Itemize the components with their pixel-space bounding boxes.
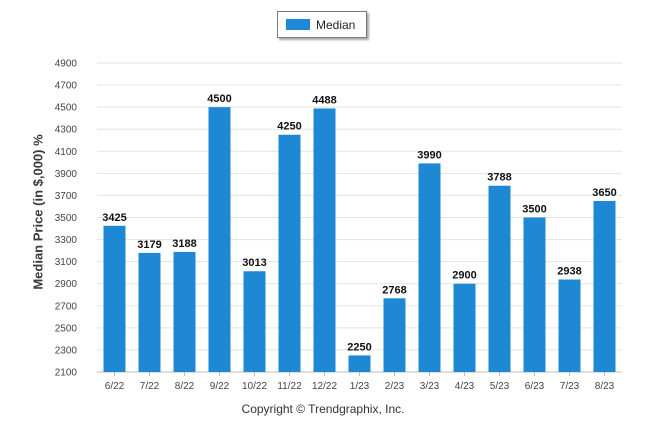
y-tick-label: 4500	[55, 103, 78, 114]
x-tick-label: 5/23	[490, 381, 510, 392]
bar	[278, 134, 301, 372]
y-tick-label: 4700	[55, 81, 78, 92]
bar	[558, 279, 581, 372]
bar	[593, 200, 616, 372]
data-label: 2768	[382, 284, 406, 296]
x-tick-label: 1/23	[350, 381, 370, 392]
y-tick-label: 3300	[55, 235, 78, 246]
x-tick-label: 6/22	[105, 381, 125, 392]
bar	[348, 355, 371, 372]
bar	[488, 185, 511, 372]
bar	[103, 225, 126, 372]
x-tick-label: 8/22	[175, 381, 195, 392]
x-tick-label: 2/23	[385, 381, 405, 392]
data-label: 3500	[522, 204, 546, 216]
x-tick-label: 10/22	[242, 381, 267, 392]
data-label: 3650	[592, 187, 616, 199]
data-label: 3788	[487, 172, 511, 184]
y-tick-label: 3700	[55, 191, 78, 202]
bar	[173, 251, 196, 372]
bar	[523, 217, 546, 372]
bar	[418, 163, 441, 372]
data-label: 3425	[102, 212, 126, 224]
x-tick-label: 7/23	[560, 381, 580, 392]
data-label: 2250	[347, 341, 371, 353]
data-label: 4500	[207, 93, 231, 105]
data-label: 3013	[242, 257, 266, 269]
y-tick-label: 2700	[55, 301, 78, 312]
bar	[313, 108, 336, 373]
y-tick-label: 2900	[55, 279, 78, 290]
x-tick-label: 3/23	[420, 381, 440, 392]
x-tick-label: 12/22	[312, 381, 337, 392]
data-label: 4488	[312, 94, 336, 106]
data-label: 4250	[277, 121, 301, 133]
y-tick-label: 4900	[55, 59, 78, 70]
x-tick-label: 4/23	[455, 381, 475, 392]
copyright-footer: Copyright © Trendgraphix, Inc.	[241, 402, 405, 416]
x-tick-label: 9/22	[210, 381, 230, 392]
bar	[383, 298, 406, 372]
bar	[453, 283, 476, 372]
y-tick-label: 2100	[55, 368, 78, 379]
bar	[208, 107, 231, 373]
x-tick-label: 6/23	[525, 381, 545, 392]
y-tick-label: 4100	[55, 147, 78, 158]
bar	[138, 252, 161, 372]
data-label: 2900	[452, 270, 476, 282]
y-tick-label: 3500	[55, 213, 78, 224]
y-tick-label: 3100	[55, 257, 78, 268]
data-label: 3188	[172, 238, 196, 250]
legend: Median	[277, 11, 367, 38]
y-tick-label: 2500	[55, 323, 78, 334]
y-tick-label: 3900	[55, 169, 78, 180]
x-tick-label: 8/23	[595, 381, 615, 392]
data-label: 2938	[557, 266, 581, 278]
x-tick-label: 11/22	[277, 381, 302, 392]
legend-swatch	[286, 19, 310, 30]
data-label: 3179	[137, 239, 161, 251]
bar	[243, 271, 266, 372]
legend-label: Median	[316, 17, 356, 32]
x-tick-label: 7/22	[140, 381, 160, 392]
data-label: 3990	[417, 149, 441, 161]
y-tick-label: 4300	[55, 125, 78, 136]
y-tick-label: 2300	[55, 345, 78, 356]
